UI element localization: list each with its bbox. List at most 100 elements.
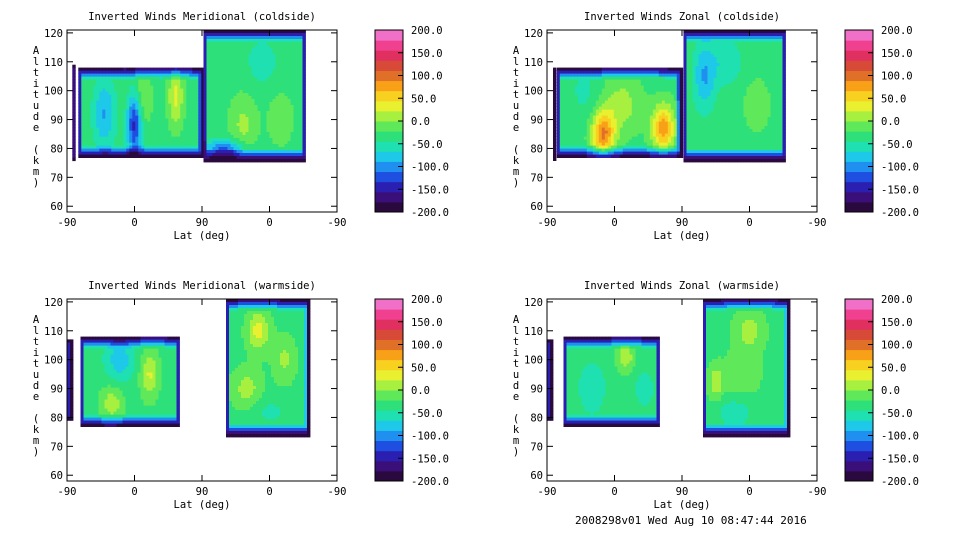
field-cell [132, 76, 136, 80]
field-cell [296, 72, 300, 76]
field-cell [198, 79, 202, 83]
field-cell [622, 121, 627, 125]
field-cell [206, 147, 210, 151]
field-cell [123, 118, 127, 122]
field-cell [263, 69, 267, 73]
field-cell [87, 118, 91, 122]
field-cell [284, 36, 288, 40]
field-cell [553, 109, 557, 113]
field-cell [604, 124, 609, 128]
field-cell [227, 102, 231, 106]
field-cell [180, 76, 184, 80]
field-cell [254, 90, 258, 94]
field-cell [574, 154, 579, 158]
field-cell [132, 109, 136, 113]
field-cell [96, 70, 100, 74]
field-cell [150, 70, 154, 74]
field-cell [287, 96, 291, 100]
field-cell [162, 133, 166, 137]
field-cell [634, 136, 639, 140]
field-cell [670, 109, 675, 113]
field-cell [209, 150, 213, 154]
field-cell [275, 51, 279, 55]
field-cell [201, 136, 205, 140]
field-cell [105, 82, 109, 86]
field-cell [713, 33, 717, 37]
field-cell [713, 81, 717, 85]
field-cell [159, 76, 163, 80]
field-cell [245, 138, 249, 142]
field-cell [111, 73, 115, 77]
field-cell [171, 139, 175, 143]
field-cell [96, 145, 100, 149]
field-cell [698, 84, 702, 88]
field-cell [263, 36, 267, 40]
field-cell [701, 69, 705, 73]
field-cell [81, 148, 85, 152]
field-cell [183, 154, 187, 158]
field-cell [245, 105, 249, 109]
field-cell [180, 136, 184, 140]
field-cell [580, 79, 585, 83]
field-cell [233, 87, 237, 91]
field-cell [168, 130, 172, 134]
field-cell [111, 94, 115, 98]
field-cell [278, 117, 282, 121]
field-cell [287, 90, 291, 94]
field-cell [643, 88, 648, 92]
field-cell [722, 150, 726, 154]
field-cell [689, 123, 693, 127]
field-cell [278, 90, 282, 94]
field-cell [281, 78, 285, 82]
field-cell [278, 96, 282, 100]
field-cell [257, 78, 261, 82]
field-cell [254, 159, 258, 163]
colorbar-swatch [375, 141, 403, 152]
field-cell [707, 129, 711, 133]
field-cell [574, 109, 579, 113]
field-cell [248, 129, 252, 133]
field-cell [701, 120, 705, 124]
field-cell [652, 85, 657, 89]
field-cell [652, 148, 657, 152]
field-cell [96, 142, 100, 146]
field-cell [183, 106, 187, 110]
field-cell [123, 127, 127, 131]
field-cell [287, 141, 291, 145]
field-cell [138, 67, 142, 71]
field-cell [129, 73, 133, 77]
field-cell [257, 150, 261, 154]
field-cell [245, 54, 249, 58]
field-cell [683, 66, 687, 70]
field-cell [263, 108, 267, 112]
field-cell [129, 79, 133, 83]
field-cell [670, 151, 675, 155]
field-cell [731, 48, 735, 52]
field-cell [710, 81, 714, 85]
field-cell [275, 102, 279, 106]
field-cell [215, 141, 219, 145]
field-cell [90, 151, 94, 155]
field-cell [670, 76, 675, 80]
field-cell [679, 124, 684, 128]
field-cell [215, 90, 219, 94]
field-cell [108, 97, 112, 101]
field-cell [293, 54, 297, 58]
field-cell [290, 36, 294, 40]
field-cell [619, 106, 624, 110]
field-cell [598, 142, 603, 146]
field-cell [692, 111, 696, 115]
field-cell [293, 156, 297, 160]
field-cell [625, 73, 630, 77]
field-cell [78, 121, 82, 125]
field-cell [203, 123, 207, 127]
field-cell [212, 159, 216, 163]
field-cell [248, 117, 252, 121]
field-cell [734, 30, 738, 34]
field-cell [144, 91, 148, 95]
field-cell [616, 127, 621, 131]
field-cell [299, 120, 303, 124]
field-cell [180, 139, 184, 143]
field-cell [670, 97, 675, 101]
field-cell [156, 70, 160, 74]
